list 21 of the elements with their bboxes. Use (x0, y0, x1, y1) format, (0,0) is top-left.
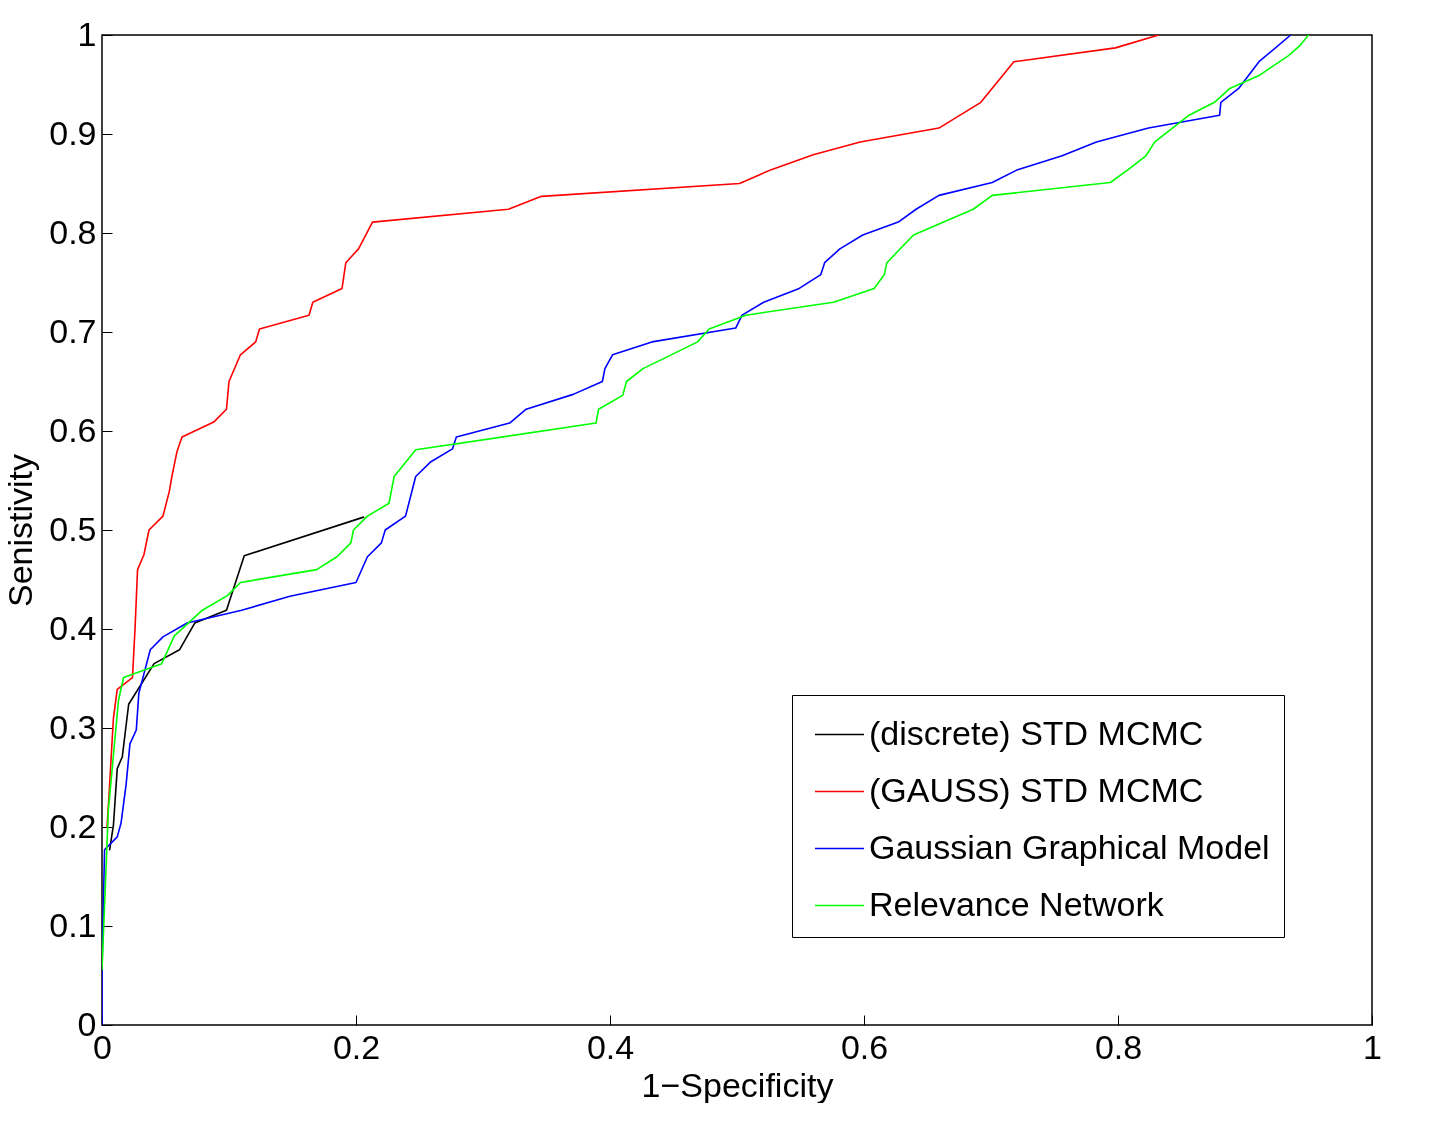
legend-label: (discrete) STD MCMC (869, 713, 1204, 752)
y-tick-label: 0.3 (49, 707, 97, 746)
y-tick-label: 0.1 (49, 905, 97, 944)
y-tick-label: 0.5 (49, 509, 97, 548)
y-tick-label: 0.4 (49, 608, 97, 647)
x-axis-title: 1−Specificity (641, 1065, 834, 1104)
legend-label: (GAUSS) STD MCMC (869, 770, 1204, 809)
y-tick-label: 0.9 (49, 113, 97, 152)
x-tick-label: 0.8 (1094, 1027, 1143, 1066)
x-tick-label: 0.4 (586, 1027, 635, 1066)
x-tick-label: 0.2 (332, 1027, 381, 1066)
y-tick-label: 0.2 (49, 806, 97, 845)
legend-label: Relevance Network (869, 884, 1165, 923)
y-tick-label: 0.6 (49, 410, 97, 449)
x-tick-label: 1 (1363, 1027, 1382, 1066)
legend-label: Gaussian Graphical Model (869, 827, 1270, 866)
y-axis-title: Senistivity (1, 453, 40, 608)
y-tick-label: 1 (77, 14, 97, 53)
x-tick-label: 0.6 (840, 1027, 889, 1066)
y-tick-label: 0.7 (49, 311, 97, 350)
y-tick-label: 0.8 (49, 212, 97, 251)
